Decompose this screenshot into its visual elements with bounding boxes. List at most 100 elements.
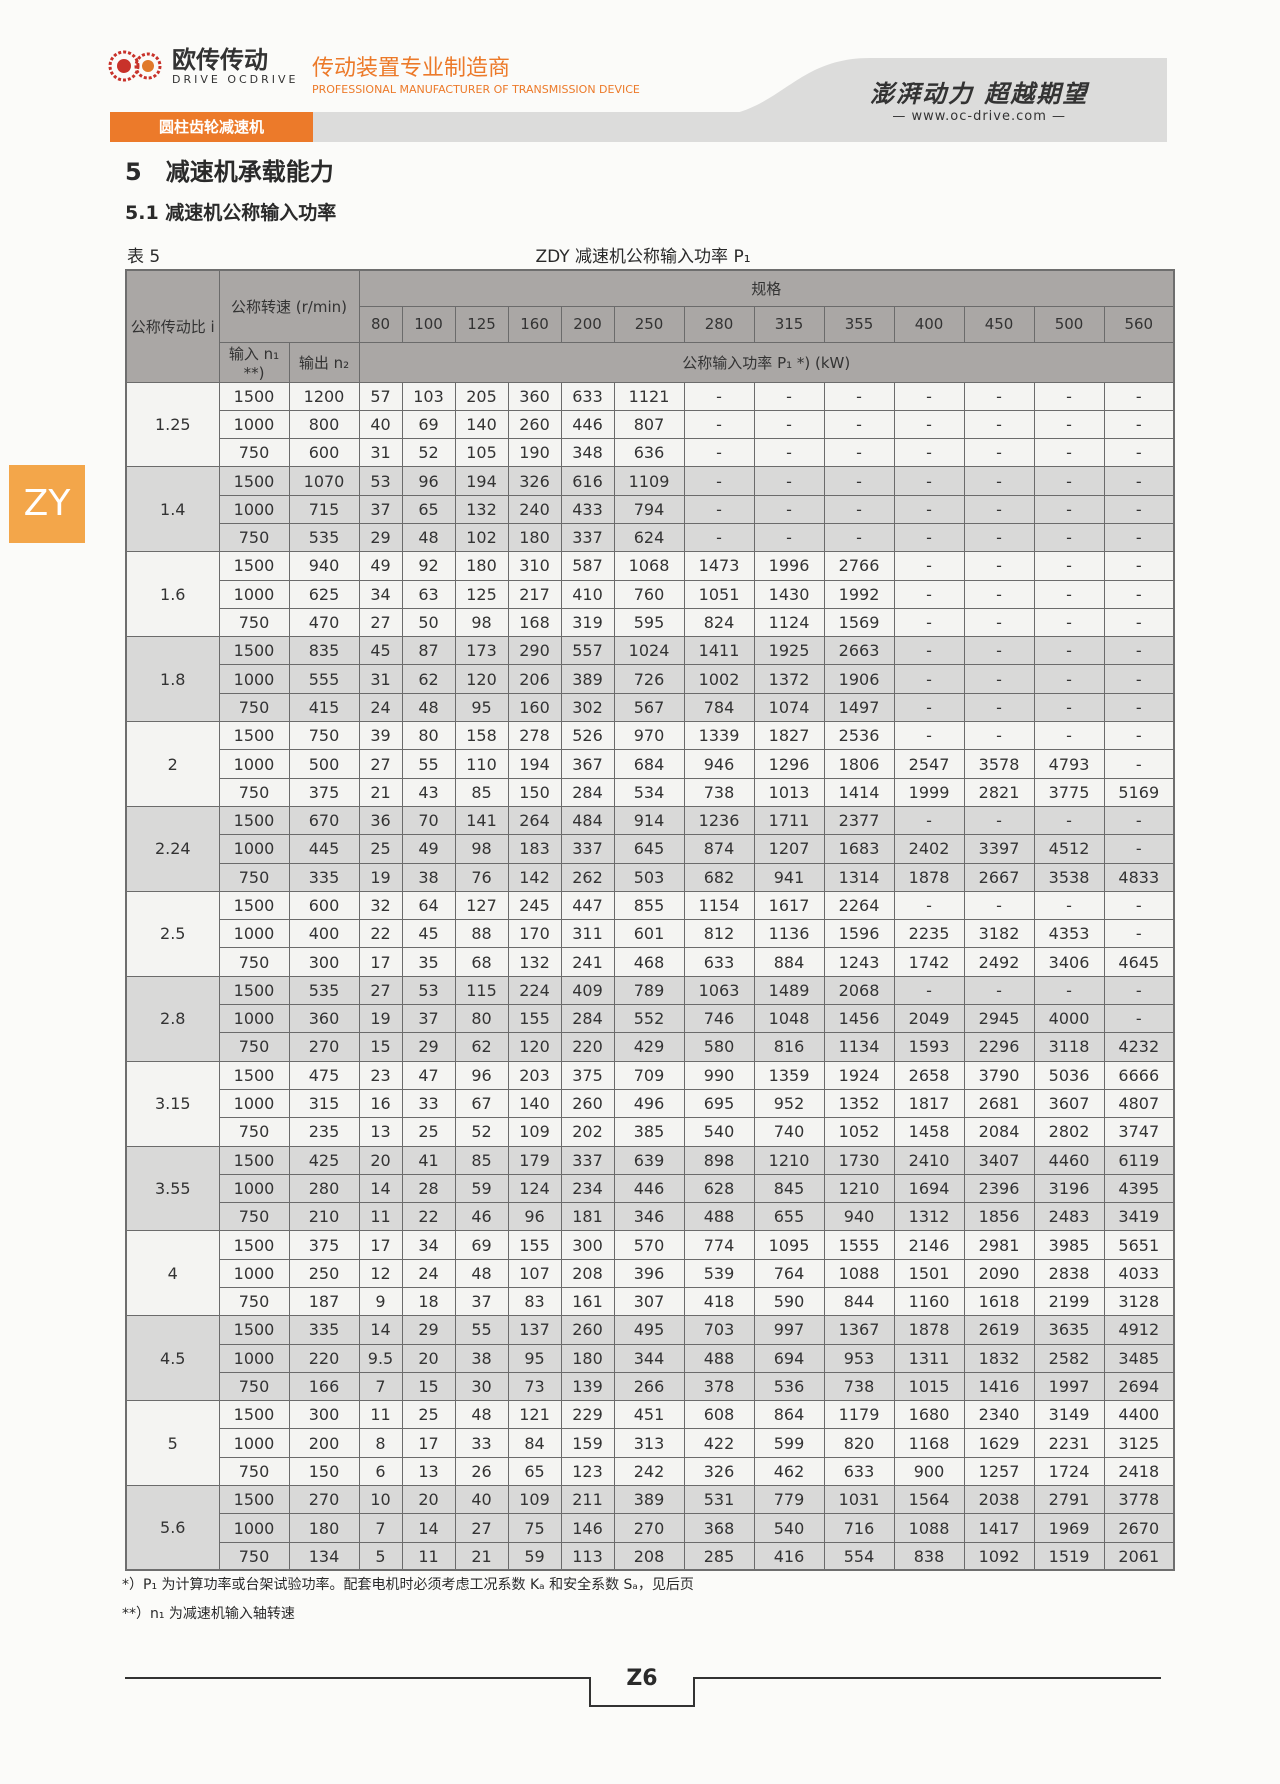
- table-row: 1000 180 7 14 27 75 146 270 368 540 716 1088 1417 196…: [126, 1513, 1175, 1543]
- power-cell: 9.5: [358, 1343, 403, 1373]
- power-cell: 1121: [613, 381, 685, 411]
- input-speed-cell: 750: [218, 1286, 290, 1317]
- input-speed-cell: 1500: [218, 636, 290, 666]
- power-cell: 348: [560, 438, 615, 468]
- power-cell: 208: [560, 1258, 615, 1289]
- power-cell: -: [1033, 975, 1105, 1006]
- power-cell: 462: [753, 1456, 825, 1487]
- power-cell: 85: [454, 777, 509, 807]
- power-cell: 48: [401, 522, 456, 553]
- power-cell: -: [893, 466, 965, 496]
- ratio-cell: 4: [125, 1230, 220, 1317]
- output-speed-cell: 400: [288, 919, 360, 949]
- power-cell: 1414: [823, 777, 895, 807]
- power-cell: 682: [683, 862, 755, 892]
- input-speed-cell: 750: [218, 1202, 290, 1232]
- power-cell: 180: [454, 551, 509, 581]
- power-cell: 67: [454, 1088, 509, 1119]
- power-cell: 429: [613, 1032, 685, 1062]
- power-cell: 446: [560, 409, 615, 440]
- power-cell: 205: [454, 381, 509, 411]
- output-speed-cell: 940: [288, 551, 360, 581]
- category-tab: 圆柱齿轮减速机: [110, 112, 313, 142]
- power-cell: 266: [613, 1371, 685, 1402]
- input-speed-cell: 1000: [218, 1428, 290, 1458]
- power-cell: -: [1033, 494, 1105, 524]
- power-cell: 194: [507, 749, 562, 779]
- power-cell: 1473: [683, 551, 755, 581]
- power-cell: 50: [401, 607, 456, 638]
- power-cell: 1063: [683, 975, 755, 1006]
- power-cell: 2038: [963, 1485, 1035, 1515]
- power-cell: 234: [560, 1173, 615, 1204]
- power-cell: 310: [507, 551, 562, 581]
- table-row: 750 600 31 52 105 190 348 636- - - - - - -: [126, 438, 1175, 468]
- power-cell: 1711: [753, 805, 825, 836]
- power-cell: -: [963, 579, 1035, 609]
- power-cell: -: [1103, 721, 1175, 751]
- table-row: 1000 555 31 62 120 206 389 726 1002 1372 1906- - - -: [126, 664, 1175, 694]
- power-cell: 595: [613, 607, 685, 638]
- output-speed-cell: 180: [288, 1513, 360, 1543]
- power-cell: 15: [401, 1371, 456, 1402]
- power-cell: 590: [753, 1286, 825, 1317]
- power-cell: 141: [454, 805, 509, 836]
- power-cell: 1680: [893, 1400, 965, 1430]
- power-cell: -: [963, 551, 1035, 581]
- power-cell: 319: [560, 607, 615, 638]
- power-cell: 639: [613, 1145, 685, 1175]
- power-cell: 1878: [893, 1315, 965, 1345]
- power-cell: 838: [893, 1541, 965, 1571]
- power-cell: 4793: [1033, 749, 1105, 779]
- power-cell: 2231: [1033, 1428, 1105, 1458]
- power-cell: 37: [358, 494, 403, 524]
- power-cell: -: [1103, 975, 1175, 1006]
- power-cell: 2663: [823, 636, 895, 666]
- power-cell: 794: [613, 494, 685, 524]
- website: www.oc-drive.com: [911, 109, 1047, 124]
- power-cell: 260: [560, 1088, 615, 1119]
- table-row: 1.6 1500 940 49 92 180 310 587 1068 1473 1996 2766-…: [125, 551, 1175, 638]
- power-cell: 2146: [893, 1230, 965, 1260]
- power-cell: 17: [401, 1428, 456, 1458]
- power-cell: 2981: [963, 1230, 1035, 1260]
- power-cell: 337: [560, 834, 615, 864]
- table-row: 1.25 1500 1200 57 103 205 360 633 1121- - - - - - -: [125, 381, 1175, 468]
- power-cell: -: [1103, 692, 1175, 723]
- company-logo: 欧传传动 DRIVE OCDRIVE: [108, 46, 299, 86]
- output-speed-cell: 200: [288, 1428, 360, 1458]
- power-cell: 59: [454, 1173, 509, 1204]
- power-cell: 161: [560, 1286, 615, 1317]
- input-speed-cell: 750: [218, 1117, 290, 1147]
- output-speed-cell: 166: [288, 1371, 360, 1402]
- input-speed-cell: 1000: [218, 579, 290, 609]
- power-cell: 633: [560, 381, 615, 411]
- header-gray-band: [313, 112, 1167, 142]
- power-cell: 447: [560, 890, 615, 921]
- input-speed-cell: 1000: [218, 1004, 290, 1034]
- power-cell: 898: [683, 1145, 755, 1175]
- power-cell: 2396: [963, 1173, 1035, 1204]
- power-cell: 1154: [683, 890, 755, 921]
- table-row: 1000 800 40 69 140 260 446 807- - - - - - -: [126, 409, 1175, 440]
- input-speed-cell: 1500: [218, 1485, 290, 1515]
- power-cell: 1456: [823, 1004, 895, 1034]
- power-cell: -: [963, 721, 1035, 751]
- power-cell: 534: [613, 777, 685, 807]
- power-cell: 24: [401, 1258, 456, 1289]
- power-cell: -: [963, 636, 1035, 666]
- power-cell: 95: [507, 1343, 562, 1373]
- output-speed-cell: 280: [288, 1173, 360, 1204]
- power-cell: 1095: [753, 1230, 825, 1260]
- output-speed-cell: 1070: [288, 466, 360, 496]
- output-speed-cell: 300: [288, 1400, 360, 1430]
- power-cell: 125: [454, 579, 509, 609]
- power-cell: 874: [683, 834, 755, 864]
- size-header: 125: [454, 305, 509, 343]
- power-cell: 3790: [963, 1060, 1035, 1090]
- input-speed-cell: 1000: [218, 919, 290, 949]
- power-cell: 3538: [1033, 862, 1105, 892]
- power-cell: 224: [507, 975, 562, 1006]
- power-cell: 446: [613, 1173, 685, 1204]
- table-row: 750 235 13 25 52 109 202 385 540 740 1052 1458 2084 2…: [126, 1117, 1175, 1147]
